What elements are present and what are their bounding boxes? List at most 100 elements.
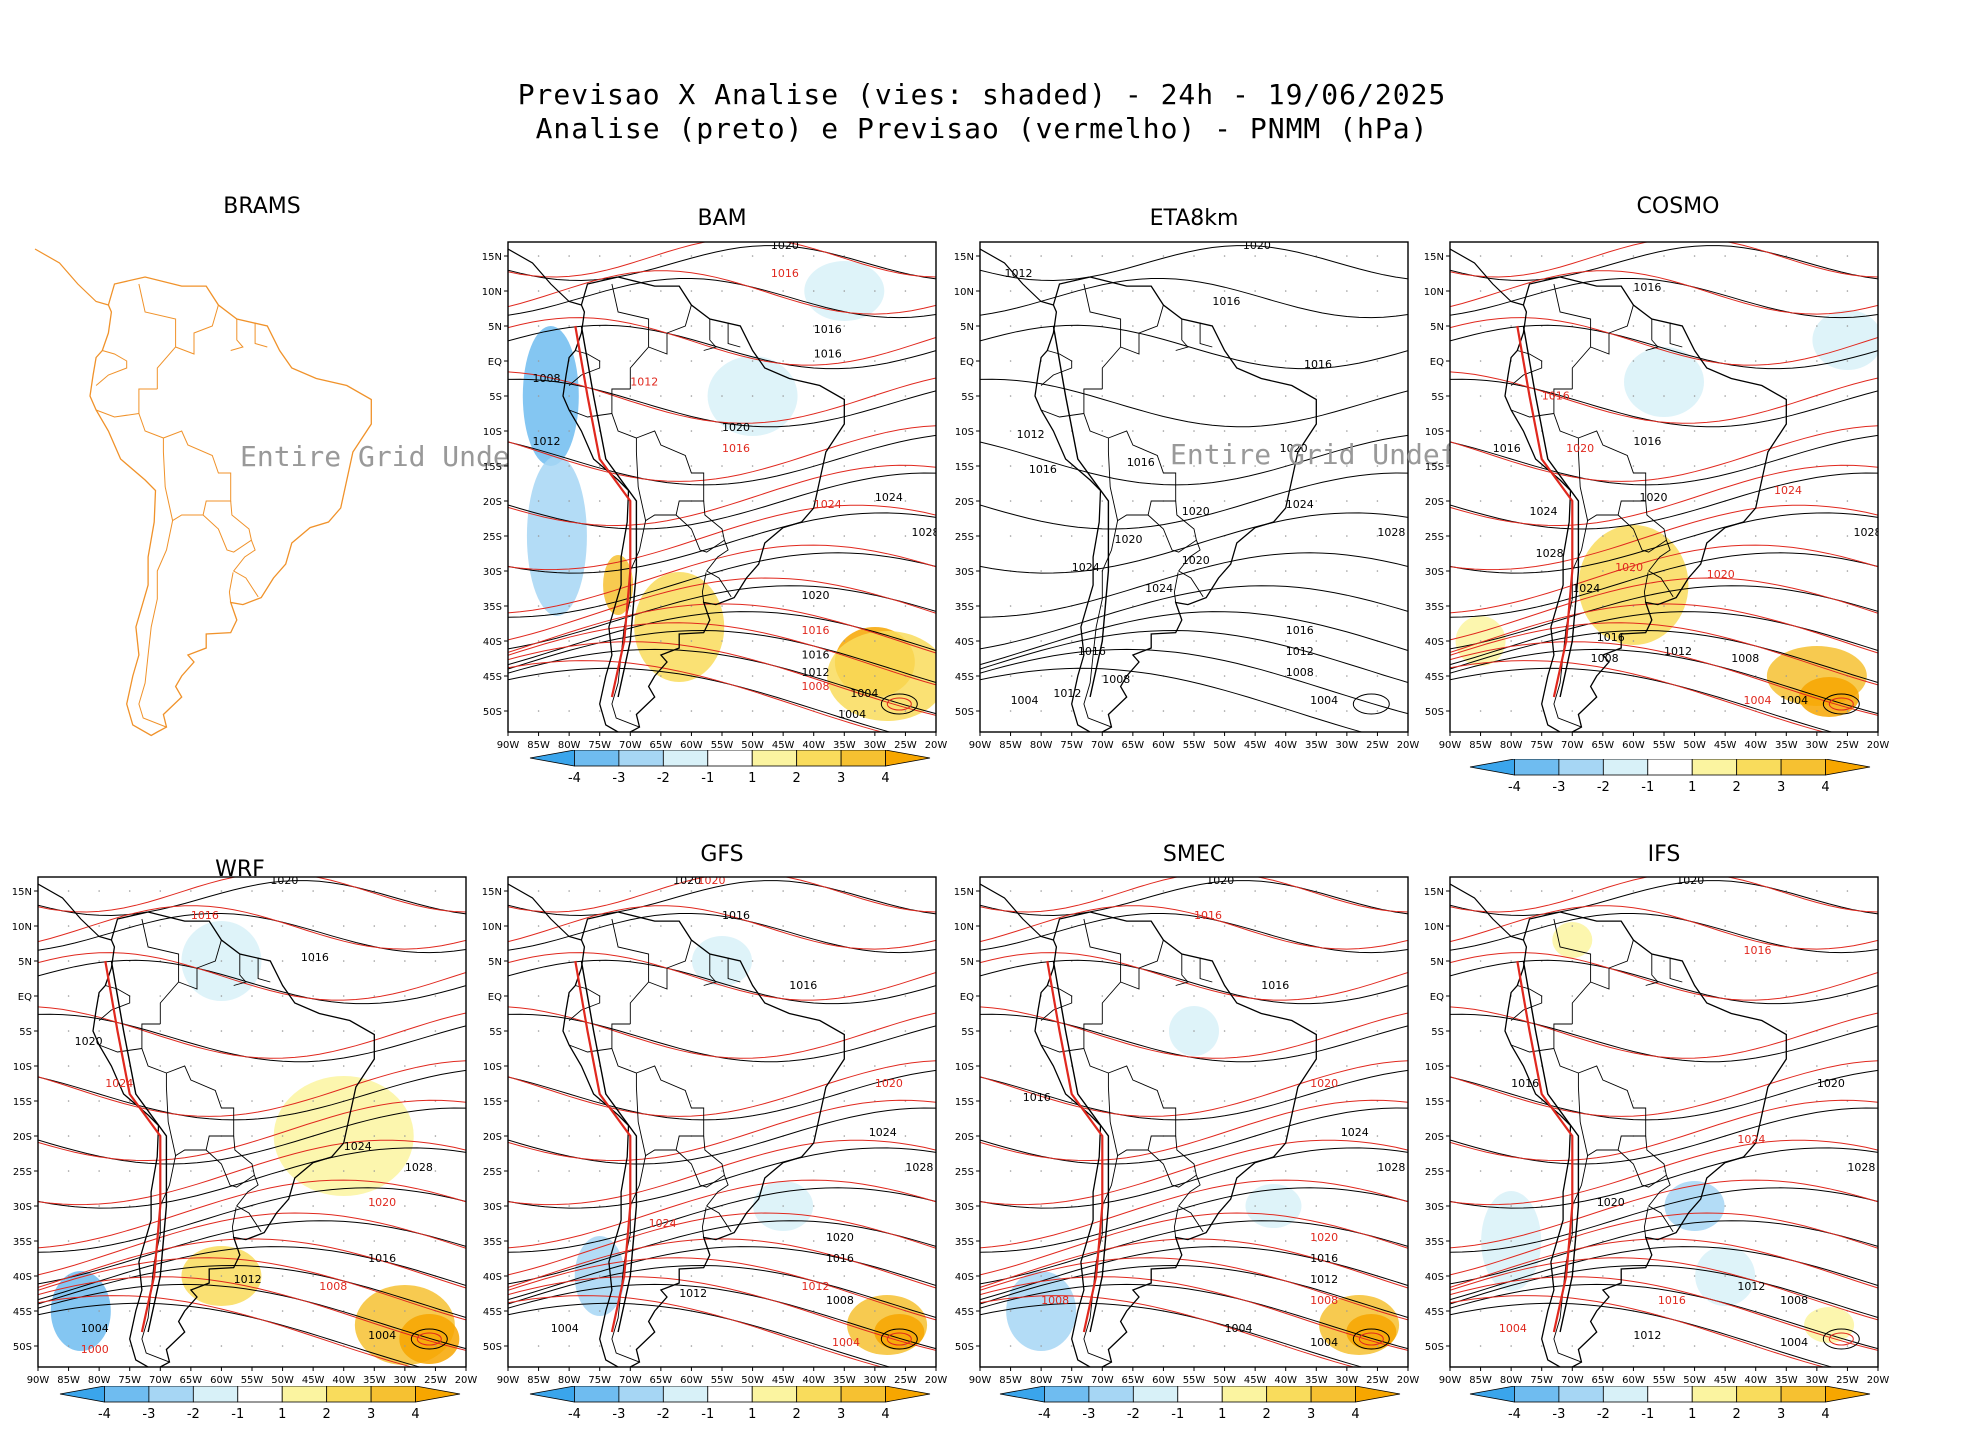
forecast-isobar [1450,464,1878,527]
isobar-label: 1028 [1847,1161,1875,1174]
andes-analysis-contours [1052,325,1110,698]
isobar-label: 1020 [698,874,726,887]
forecast-isobar [980,1139,1408,1206]
isobar-label: 1004 [1499,1322,1527,1335]
isobar-label: 1020 [1817,1077,1845,1090]
lat-tick-label: 25S [483,1167,502,1178]
lat-tick-label: 15S [955,462,974,473]
lat-tick-label: 30S [483,567,502,578]
analysis-isobar [1450,1147,1878,1209]
analysis-isobar [38,1246,466,1301]
colorbar-tick-label: 2 [1733,780,1741,795]
coastline [562,276,845,732]
isobar-label: 1020 [826,1231,854,1244]
analysis-isobar [1450,629,1878,683]
country-border [1510,350,1543,386]
colorbar-arrow-left [59,1385,105,1403]
lon-tick-label: 60W [1152,1375,1175,1386]
country-border [178,939,222,990]
colorbar-wrf: -4 -3 -2 -1 1 2 3 4 [59,1385,461,1422]
colorbar-tick-label: 3 [1307,1407,1315,1422]
country-border [138,388,166,488]
isobar-label: 1024 [1286,498,1314,511]
colorbar-swatch [1266,1385,1312,1403]
lon-tick-label: 90W [1439,1375,1462,1386]
isobar-label: 1004 [1310,694,1338,707]
colorbar-tick-label: 1 [748,771,756,786]
colorbar-tick-label: 4 [411,1407,419,1422]
isobar-label: 1020 [1182,554,1210,567]
isobar-label: 1012 [1004,267,1032,280]
analysis-isobar [980,913,1408,954]
colorbar-arrow-left [529,749,575,767]
isobar-label: 1016 [814,348,842,361]
lat-tick-label: 20S [955,1132,974,1143]
lat-tick-label: 45S [955,672,974,683]
country-border [1643,572,1649,603]
forecast-isobar [1450,877,1878,913]
bias-shading [399,1314,460,1364]
country-border [228,572,234,603]
forecast-isobar [38,1212,466,1276]
forecast-isobar [508,1257,936,1321]
analysis-isobar [980,1220,1408,1285]
forecast-isobar [980,905,1408,950]
lat-tick-label: 20S [483,497,502,508]
analysis-isobar [508,959,936,1005]
lon-tick-label: 30W [1336,1375,1359,1386]
isobar-label: 1024 [649,1217,677,1230]
lat-tick-label: 5S [1431,1027,1444,1038]
isobar-label: 1016 [301,951,329,964]
country-border [611,1155,647,1363]
forecast-isobar [1450,641,1878,716]
lon-tick-label: 45W [772,740,795,751]
lon-tick-label: 90W [969,1375,992,1386]
isobar-label: 1000 [81,1343,109,1356]
colorbar-wrf-container: -4 -3 -2 -1 1 2 3 4 [50,1385,470,1430]
andes-forecast-contours [574,325,632,698]
colorbar-swatch [1647,758,1693,776]
lon-tick-label: 65W [1592,740,1615,751]
lat-tick-label: 35S [955,602,974,613]
lat-tick-label: EQ [960,357,974,368]
isobar-label: 1004 [1780,1336,1808,1349]
analysis-isobar [980,648,1408,715]
forecast-isobar [1450,622,1878,686]
analysis-isobar [508,324,936,370]
lon-tick-label: 55W [1653,740,1676,751]
colorbar-tick-label: -1 [1641,780,1654,795]
colorbar-tick-label: -4 [1038,1407,1051,1422]
isobar-label: 1016 [1286,624,1314,637]
isobar-label: 1016 [1023,1091,1051,1104]
panel-title-eta: ETA8km [1149,206,1239,231]
lat-tick-label: 20S [13,1132,32,1143]
lon-tick-label: 70W [1561,1375,1584,1386]
isobar-label: 1012 [234,1273,262,1286]
country-border [231,1207,237,1238]
forecast-isobar [508,425,936,482]
isobar-label: 1020 [1615,561,1643,574]
isobar-label: 1016 [789,979,817,992]
colorbar-tick-label: -2 [657,771,670,786]
colorbar-tick-label: 4 [1821,780,1829,795]
colorbar-swatch [1647,1385,1693,1403]
forecast-isobar [1450,1060,1878,1117]
andes-forecast-contours [574,960,632,1333]
country-border [98,1044,142,1053]
lon-tick-label: 90W [1439,740,1462,751]
lon-tick-label: 65W [1122,740,1145,751]
country-border [1175,954,1189,986]
lon-tick-label: 65W [1122,1375,1145,1386]
map-panel-bam: 1020 1016 1016 1016 1012 1008 1012 1016 1020 1024… [482,241,947,751]
forecast-isobar [1450,603,1878,654]
analysis-isobar [508,648,936,715]
isobar-label: 1028 [1377,526,1405,539]
country-border [1648,540,1674,598]
lat-tick-label: 20S [1425,497,1444,508]
isobar-label: 1024 [1774,484,1802,497]
lon-tick-label: 70W [1091,1375,1114,1386]
country-border [138,283,177,389]
lat-tick-label: 15S [13,1097,32,1108]
country-border [254,322,268,348]
map-panel-gfs: 1020 1020 1016 1016 1020 1024 1028 1024 1020 1016… [482,874,947,1386]
